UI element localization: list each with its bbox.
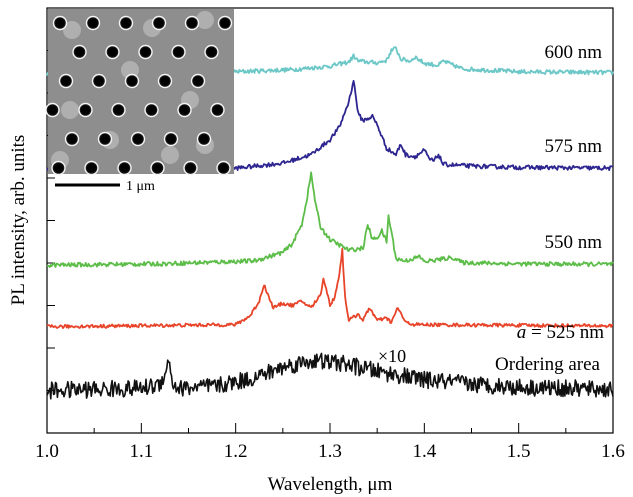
inset-hole (52, 162, 65, 174)
inset-hole (93, 75, 105, 87)
series-label-525: a = 525 nm (517, 322, 604, 343)
series-label-600: 600 nm (544, 42, 602, 63)
x-tick-label: 1.1 (129, 441, 153, 462)
inset-hole (120, 17, 132, 29)
x-tick-label: 1.6 (601, 441, 625, 462)
x-ticks (46, 423, 614, 433)
inset-hole (106, 46, 119, 58)
annotation-x10: ×10 (378, 346, 406, 366)
series-label-525-value: = 525 nm (526, 322, 604, 343)
inset-hole (60, 75, 72, 87)
inset-hole (87, 17, 99, 29)
inset-hole (66, 133, 78, 145)
inset-hole (145, 104, 158, 116)
inset-hole (153, 17, 165, 29)
inset-hole (178, 104, 191, 116)
inset-hole (126, 75, 138, 87)
series-label-525-var: a (517, 322, 527, 343)
inset-hole (159, 75, 171, 87)
inset-hole (132, 133, 144, 145)
inset-hole (151, 162, 164, 174)
inset-hole (54, 17, 66, 29)
series-line-3 (46, 247, 614, 329)
x-tick-label: 1.4 (412, 441, 436, 462)
inset-hole (211, 104, 224, 116)
inset-hole (217, 162, 230, 174)
inset-hole (172, 46, 185, 58)
series-label-575: 575 nm (544, 136, 602, 157)
series-line-2 (46, 171, 614, 268)
inset-hole (79, 104, 92, 116)
inset-hole (112, 104, 125, 116)
inset-spot (161, 146, 179, 164)
series-line-4 (46, 352, 614, 400)
inset-spot (196, 11, 214, 29)
series-label-550: 550 nm (544, 232, 602, 253)
series-label-ordering: Ordering area (495, 354, 601, 375)
inset-hole (165, 133, 177, 145)
inset-spot (61, 101, 79, 119)
inset-holes (45, 11, 233, 176)
inset-hole (205, 46, 218, 58)
scale-bar-label: 1 μm (126, 179, 155, 194)
inset-hole (198, 133, 210, 145)
x-tick-label: 1.5 (507, 441, 531, 462)
inset-hole (219, 17, 231, 29)
inset-hole (85, 162, 98, 174)
inset-hole (192, 75, 204, 87)
inset-hole (139, 46, 152, 58)
x-tick-label: 1.3 (318, 441, 342, 462)
x-tick-labels: 1.0 1.1 1.2 1.3 1.4 1.5 1.6 (35, 441, 625, 462)
y-axis-label: PL intensity, arb. units (8, 135, 29, 306)
inset-hole (184, 162, 197, 174)
x-tick-label: 1.0 (35, 441, 59, 462)
x-axis-label: Wavelength, μm (268, 474, 393, 495)
inset-spot (63, 21, 81, 39)
inset-hole (46, 104, 59, 116)
inset-sem-image (45, 9, 234, 176)
x-tick-label: 1.2 (224, 441, 248, 462)
inset-hole (99, 133, 111, 145)
inset-hole (186, 17, 198, 29)
inset-hole (118, 162, 131, 174)
inset-hole (73, 46, 86, 58)
